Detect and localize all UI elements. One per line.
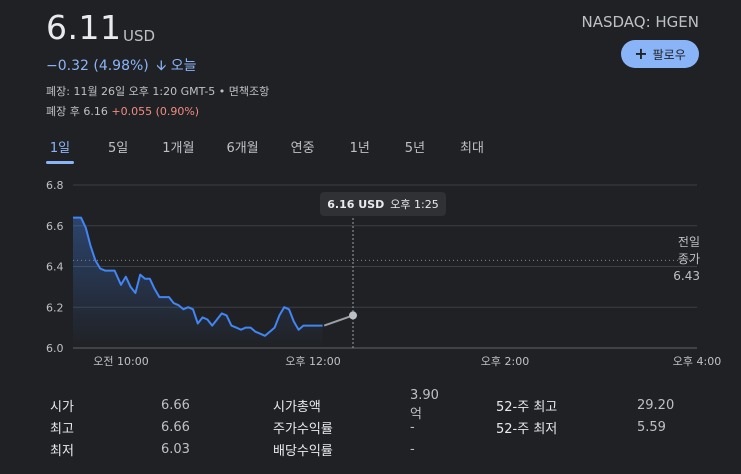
x-tick-label: 오후 12:00 [285, 355, 340, 368]
x-tick-label: 오후 2:00 [481, 355, 529, 368]
after-hours-change: +0.055 (0.90%) [111, 105, 200, 118]
stat-mktcap-label: 시가총액 [273, 399, 321, 415]
range-tabs: 1일 5일 1개월 6개월 연중 1년 5년 최대 [46, 137, 484, 164]
stat-52w-low-label: 52-주 최저 [496, 421, 558, 437]
stats-col-3: 52-주 최고 29.20 52-주 최저 5.59 [496, 394, 674, 438]
y-tick-label: 6.2 [46, 301, 64, 314]
stats-col-1: 시가 6.66 최고 6.66 최저 6.03 [50, 394, 190, 460]
stat-low-label: 최저 [50, 443, 74, 459]
stat-div-label: 배당수익률 [273, 443, 333, 459]
y-tick-label: 6.4 [46, 261, 64, 274]
price-line [73, 216, 323, 337]
x-tick-label: 오전 10:00 [93, 355, 148, 368]
tab-max[interactable]: 최대 [460, 141, 484, 156]
tab-1y[interactable]: 1년 [349, 141, 370, 156]
stat-div-value: - [410, 441, 415, 457]
tab-5d[interactable]: 5일 [108, 141, 129, 156]
stat-high-value: 6.66 [161, 419, 190, 435]
y-tick-label: 6.6 [46, 220, 64, 233]
change-period: 오늘 [170, 58, 197, 74]
tab-5y[interactable]: 5년 [404, 141, 426, 156]
plus-icon: + [634, 44, 648, 63]
follow-button-label: 팔로우 [652, 47, 686, 62]
tab-1d[interactable]: 1일 [46, 137, 74, 164]
stat-mktcap-value: 3.90억 [410, 388, 439, 422]
cursor-point [349, 311, 357, 320]
stat-52w-low-value: 5.59 [637, 419, 666, 435]
x-tick-label: 오후 4:00 [673, 355, 721, 368]
price-area [73, 217, 323, 348]
change-value: −0.32 (4.98%) [46, 58, 149, 74]
arrow-down-icon: 🡫 [156, 58, 167, 74]
stat-high-label: 최고 [50, 421, 74, 437]
ticker-symbol: NASDAQ: HGEN [581, 13, 699, 31]
price-change: −0.32 (4.98%) 🡫 오늘 [46, 55, 197, 79]
currency-label: USD [123, 27, 156, 45]
prev-close-line1: 전일 [677, 235, 700, 249]
prev-close-value: 6.43 [673, 269, 700, 283]
previous-close-label: 전일 종가 6.43 [673, 234, 700, 285]
after-hours-label: 폐장 후 6.16 [46, 105, 108, 118]
stat-pe-value: - [410, 419, 415, 435]
after-hours-line [323, 314, 354, 327]
tab-6m[interactable]: 6개월 [226, 141, 259, 156]
stat-open-label: 시가 [50, 399, 74, 415]
stat-low-value: 6.03 [161, 441, 190, 457]
y-tick-label: 6.0 [46, 342, 64, 355]
follow-button[interactable]: + 팔로우 [621, 40, 699, 68]
stat-52w-high-value: 29.20 [637, 397, 675, 413]
stat-52w-high-label: 52-주 최고 [496, 399, 558, 415]
stat-pe-label: 주가수익률 [273, 421, 333, 437]
stat-open-value: 6.66 [161, 397, 190, 413]
tab-1m[interactable]: 1개월 [162, 141, 195, 156]
after-hours-info: 폐장 후 6.16 +0.055 (0.90%) [46, 103, 199, 119]
tooltip-time: 오후 1:25 [390, 198, 439, 211]
stats-col-2: 시가총액 3.90억 주가수익률 - 배당수익률 - [273, 388, 439, 460]
chart-tooltip: 6.16 USD 오후 1:25 [320, 192, 446, 216]
market-closed-info: 폐장: 11월 26일 오후 1:20 GMT-5 • 면책조항 [46, 85, 270, 98]
tab-ytd[interactable]: 연중 [290, 141, 315, 156]
prev-close-line2: 종가 [677, 252, 700, 266]
tooltip-price: 6.16 USD [327, 197, 385, 211]
y-tick-label: 6.8 [46, 179, 64, 192]
stock-price: 6.11 [46, 8, 122, 47]
